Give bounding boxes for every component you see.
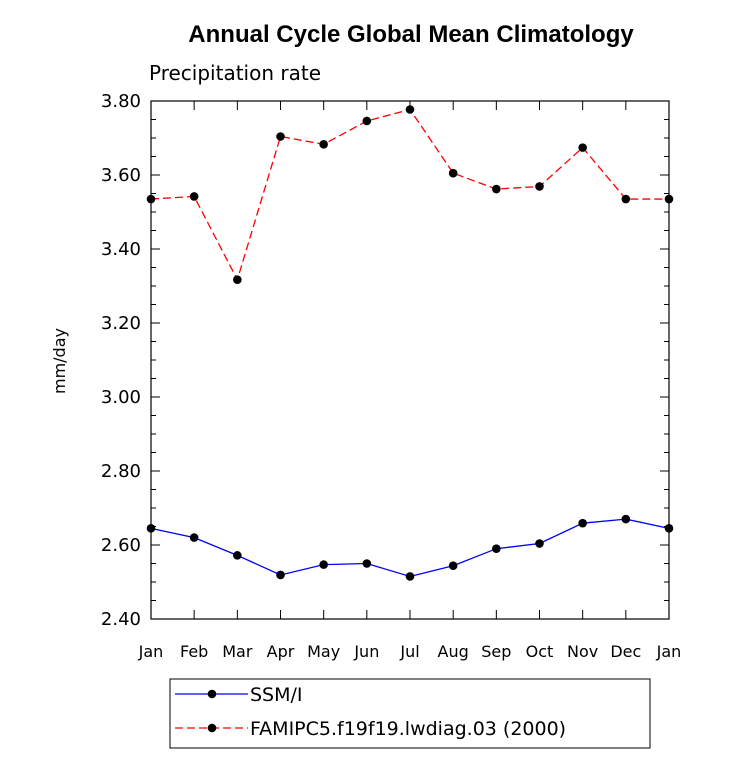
series-2-point — [492, 184, 501, 194]
y-tick-label: 3.20 — [101, 313, 141, 334]
series-2-point — [319, 139, 328, 149]
x-tick-label: May — [307, 642, 340, 661]
series-line-2 — [150, 108, 669, 282]
x-tick-label: Jan — [138, 642, 164, 661]
series-1-point — [448, 561, 458, 571]
plot-area — [146, 105, 674, 581]
legend-label-1: SSM/I — [250, 684, 303, 706]
chart-title: Annual Cycle Global Mean Climatology — [188, 21, 634, 48]
series-2-point — [405, 105, 415, 114]
y-tick-label: 3.60 — [101, 165, 141, 186]
x-tick-label: Dec — [610, 642, 641, 661]
x-tick-label: Nov — [567, 642, 598, 661]
x-tick-label: Jun — [353, 642, 379, 661]
series-line-1 — [150, 518, 670, 578]
x-tick-label: Mar — [222, 642, 253, 661]
series-2-point — [189, 192, 199, 201]
y-tick-label: 2.60 — [101, 535, 141, 556]
x-tick-label: Apr — [267, 642, 295, 661]
axes: 2.40 2.60 2.80 3.00 3.20 3.40 3.60 3.80 Jan Feb Ma… — [101, 91, 681, 661]
series-2-point — [362, 116, 372, 126]
series-2-point — [664, 194, 674, 204]
x-tick-label: Aug — [438, 642, 469, 661]
y-tick-label: 2.40 — [101, 609, 141, 630]
series-1-point — [664, 524, 674, 533]
series-1-point — [189, 533, 199, 542]
series-2-point — [578, 143, 587, 152]
plot-frame — [150, 100, 670, 620]
series-2-point — [233, 275, 242, 285]
y-tick-label: 3.00 — [101, 387, 141, 408]
y-tick-label: 3.40 — [101, 239, 141, 260]
legend-box — [169, 678, 651, 749]
x-tick-label: Oct — [526, 642, 554, 661]
legend-marker-1 — [207, 689, 217, 699]
series-1-point — [621, 514, 631, 524]
series-1-point — [578, 518, 587, 528]
y-axis-label: mm/day — [50, 328, 69, 394]
series-1-point — [492, 544, 501, 553]
series-2-point — [621, 194, 631, 204]
x-tick-label: Feb — [180, 642, 208, 661]
series-1-point — [362, 559, 372, 568]
series-2-point — [448, 168, 458, 178]
series-1-point — [233, 551, 242, 560]
series-1-point — [146, 524, 156, 533]
x-tick-label: Sep — [481, 642, 511, 661]
legend-marker-2 — [207, 723, 217, 733]
y-tick-label: 2.80 — [101, 461, 141, 482]
series-2-point — [146, 194, 156, 204]
series-2-point — [276, 132, 285, 141]
legend: SSM/I FAMIPC5.f19f19.lwdiag.03 (2000) — [169, 678, 651, 749]
series-1-point — [405, 572, 415, 581]
chart-subtitle: Precipitation rate — [149, 61, 321, 85]
series-1-point — [535, 539, 544, 548]
series-2-point — [535, 182, 544, 191]
series-1-point — [276, 570, 285, 580]
x-tick-label: Jul — [399, 642, 419, 661]
y-tick-label: 3.80 — [101, 91, 141, 112]
series-1-point — [319, 560, 328, 569]
x-tick-label: Jan — [656, 642, 682, 661]
legend-label-2: FAMIPC5.f19f19.lwdiag.03 (2000) — [250, 718, 566, 740]
